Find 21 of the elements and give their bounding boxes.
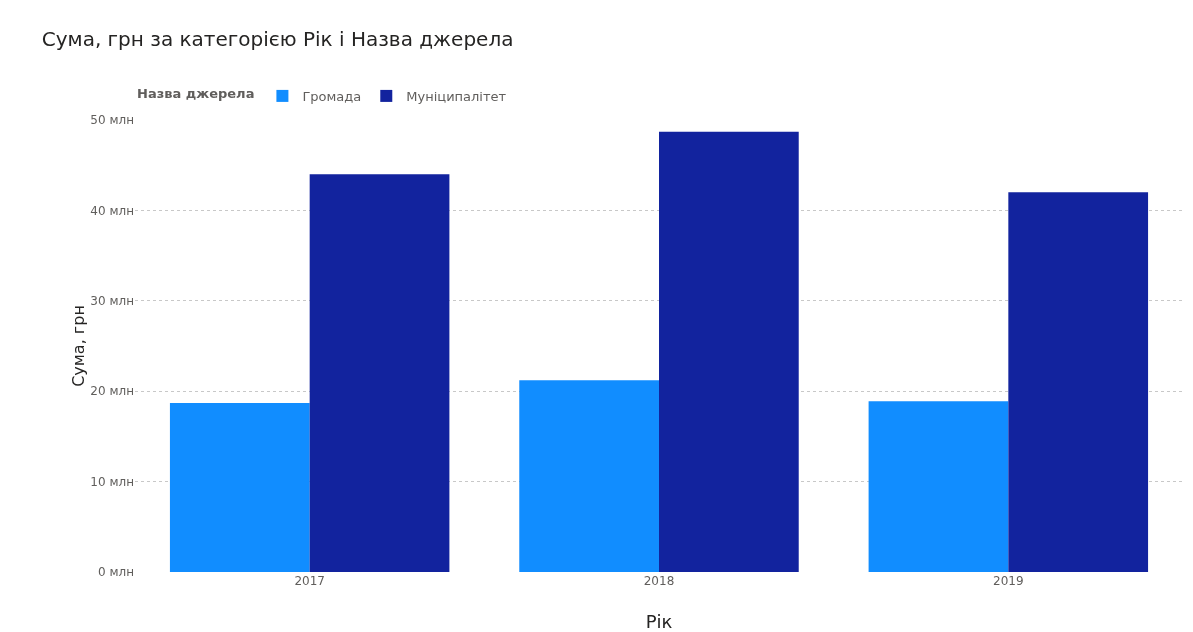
legend-label: Громада	[302, 88, 362, 104]
x-tick-label: 2017	[294, 574, 325, 588]
bar	[1008, 192, 1149, 572]
y-axis-title: Сума, грн	[69, 305, 89, 387]
y-tick-label: 50 млн	[90, 113, 134, 128]
y-tick-label: 0 млн	[97, 565, 134, 580]
y-tick-label: 10 млн	[90, 474, 134, 489]
bar	[519, 380, 659, 572]
y-tick-label: 40 млн	[90, 203, 134, 218]
bar	[659, 131, 799, 572]
chart-title: Сума, грн за категорією Рік і Назва джерела	[41, 26, 514, 51]
legend-title: Назва джерела	[137, 85, 255, 101]
bar	[868, 401, 1009, 572]
y-tick-label: 20 млн	[90, 384, 134, 399]
x-tick-label: 2018	[643, 574, 675, 588]
y-tick-label: 30 млн	[90, 294, 134, 308]
legend-label: Муніципалітет	[406, 88, 507, 104]
bar	[309, 174, 450, 572]
x-tick-label: 2019	[993, 574, 1024, 588]
x-axis-title: Рік	[645, 611, 673, 632]
bar	[169, 402, 310, 572]
